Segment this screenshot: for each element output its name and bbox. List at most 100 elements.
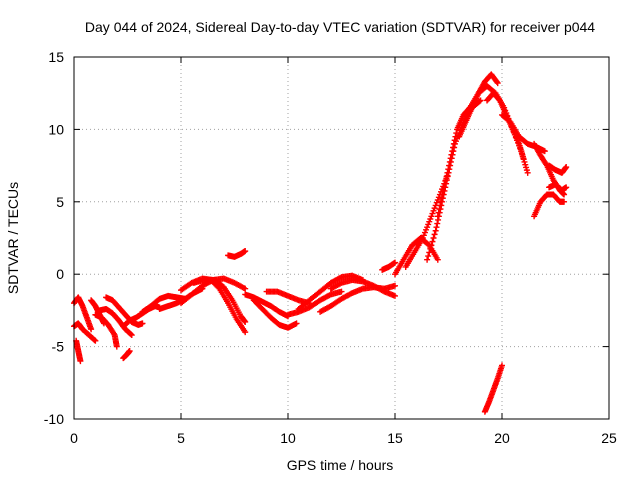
series-track-24 bbox=[379, 259, 398, 273]
data-point bbox=[430, 207, 437, 214]
data-point bbox=[543, 161, 550, 168]
data-point bbox=[434, 256, 441, 263]
data-point bbox=[449, 148, 456, 155]
data-point bbox=[338, 288, 345, 295]
data-point bbox=[563, 184, 570, 191]
data-point bbox=[88, 326, 95, 333]
data-point bbox=[113, 343, 120, 350]
data-point bbox=[434, 213, 441, 220]
data-point bbox=[420, 232, 427, 239]
data-point bbox=[445, 166, 452, 173]
data-point bbox=[429, 210, 436, 217]
y-tick-label: 0 bbox=[56, 266, 64, 282]
y-axis: -10 -5 0 5 10 15 bbox=[44, 49, 609, 427]
data-point bbox=[431, 205, 438, 212]
series-track-28 bbox=[434, 97, 480, 220]
data-point bbox=[447, 155, 454, 162]
data-point bbox=[110, 330, 117, 337]
data-point bbox=[242, 329, 249, 336]
data-point bbox=[424, 224, 431, 231]
data-point bbox=[425, 221, 432, 228]
y-axis-label: SDTVAR / TECUs bbox=[5, 182, 21, 294]
data-point bbox=[91, 337, 98, 344]
data-point bbox=[443, 173, 450, 180]
data-point bbox=[499, 362, 505, 369]
data-point bbox=[423, 226, 430, 233]
series-track-36 bbox=[546, 181, 570, 194]
data-point bbox=[428, 242, 435, 249]
data-point bbox=[128, 332, 135, 339]
data-point bbox=[424, 256, 431, 263]
data-point bbox=[494, 80, 501, 87]
data-point bbox=[427, 215, 434, 222]
series-track-34 bbox=[531, 191, 568, 220]
series-track-31 bbox=[484, 90, 527, 162]
data-point bbox=[441, 184, 448, 191]
chart-title: Day 044 of 2024, Sidereal Day-to-day VTE… bbox=[85, 19, 595, 35]
series-track-25 bbox=[392, 235, 441, 278]
data-point bbox=[392, 259, 398, 266]
data-point bbox=[444, 169, 451, 176]
data-point bbox=[392, 292, 398, 299]
series-track-1 bbox=[71, 294, 95, 333]
data-point bbox=[440, 187, 447, 194]
data-point bbox=[446, 162, 453, 169]
x-tick-label: 10 bbox=[280, 430, 296, 446]
series-track-35 bbox=[546, 162, 570, 176]
data-point bbox=[521, 158, 528, 165]
y-tick-label: -10 bbox=[44, 411, 64, 427]
data-point bbox=[563, 164, 570, 171]
data-point bbox=[139, 320, 146, 327]
data-point bbox=[448, 151, 455, 158]
data-point bbox=[432, 227, 439, 234]
data-point bbox=[425, 253, 432, 260]
plot-area bbox=[71, 71, 570, 415]
data-point bbox=[439, 191, 446, 198]
series-track-16 bbox=[225, 248, 249, 260]
series-track-18 bbox=[250, 297, 300, 331]
data-point bbox=[435, 194, 442, 201]
data-point bbox=[426, 249, 433, 256]
data-point bbox=[450, 140, 457, 147]
y-tick-label: 5 bbox=[56, 194, 64, 210]
data-point bbox=[392, 282, 398, 289]
data-point bbox=[433, 224, 440, 231]
data-point bbox=[242, 318, 249, 325]
data-point bbox=[433, 199, 440, 206]
data-point bbox=[428, 213, 435, 220]
x-tick-label: 15 bbox=[387, 430, 403, 446]
data-point bbox=[442, 177, 449, 184]
y-tick-label: 10 bbox=[48, 121, 64, 137]
data-point bbox=[434, 196, 441, 203]
data-point bbox=[438, 195, 445, 202]
data-point bbox=[77, 358, 84, 365]
x-axis-label: GPS time / hours bbox=[287, 457, 394, 473]
series-track-27 bbox=[424, 97, 484, 263]
x-tick-label: 25 bbox=[601, 430, 617, 446]
series-track-20 bbox=[285, 288, 345, 318]
grid-lines bbox=[74, 57, 609, 419]
series-track-9 bbox=[120, 347, 133, 362]
x-tick-label: 0 bbox=[70, 430, 78, 446]
data-point bbox=[427, 245, 434, 252]
data-point bbox=[442, 180, 449, 187]
series-track-5 bbox=[92, 311, 120, 350]
data-point bbox=[430, 235, 437, 241]
data-point bbox=[451, 137, 458, 144]
data-point bbox=[523, 164, 530, 171]
data-point bbox=[426, 218, 433, 225]
data-point bbox=[92, 337, 99, 344]
data-point bbox=[434, 220, 441, 227]
data-point bbox=[242, 248, 249, 255]
data-point bbox=[126, 347, 133, 354]
data-point bbox=[541, 148, 548, 155]
data-point bbox=[293, 320, 300, 327]
series-track-32 bbox=[499, 111, 548, 155]
data-point bbox=[446, 158, 453, 165]
data-point bbox=[127, 331, 134, 338]
data-point bbox=[437, 202, 444, 209]
x-axis: 0 5 10 15 20 25 bbox=[70, 57, 617, 446]
y-tick-label: 15 bbox=[48, 49, 64, 65]
data-point bbox=[450, 144, 457, 151]
